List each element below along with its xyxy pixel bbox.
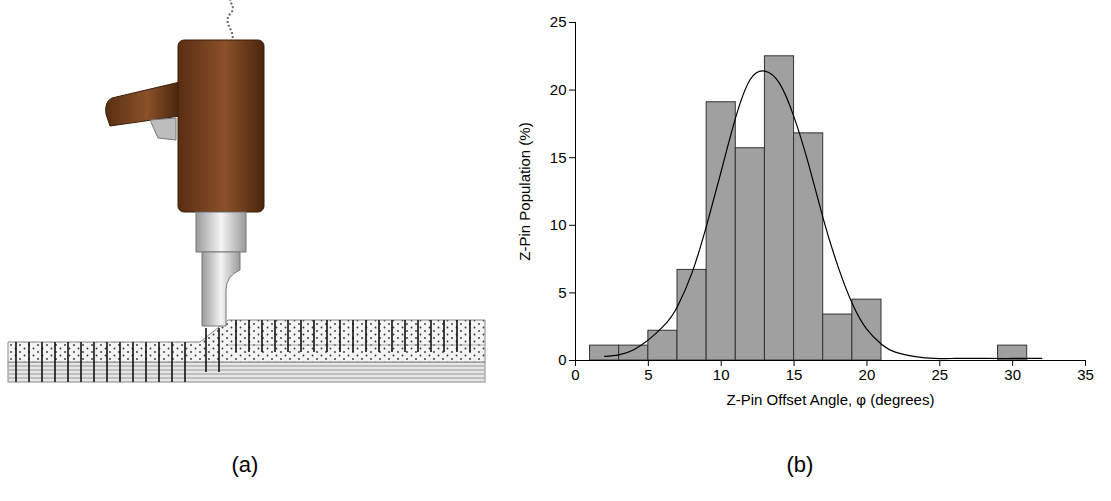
svg-text:5: 5 bbox=[644, 366, 652, 383]
svg-text:25: 25 bbox=[931, 366, 948, 383]
svg-text:0: 0 bbox=[571, 366, 579, 383]
svg-text:Z-Pin Offset Angle, φ (degrees: Z-Pin Offset Angle, φ (degrees) bbox=[727, 391, 935, 408]
svg-text:0: 0 bbox=[558, 351, 566, 368]
html-text:(b): (b) bbox=[786, 452, 814, 477]
svg-text:10: 10 bbox=[713, 366, 730, 383]
svg-text:15: 15 bbox=[550, 149, 567, 166]
svg-text:5: 5 bbox=[558, 284, 566, 301]
html-text:(a): (a) bbox=[231, 452, 259, 477]
svg-text:25: 25 bbox=[550, 13, 567, 30]
svg-text:10: 10 bbox=[550, 216, 567, 233]
svg-text:35: 35 bbox=[1077, 366, 1094, 383]
svg-text:30: 30 bbox=[1004, 366, 1021, 383]
svg-text:20: 20 bbox=[859, 366, 876, 383]
svg-text:Z-Pin Population (%): Z-Pin Population (%) bbox=[516, 122, 533, 260]
svg-text:20: 20 bbox=[550, 81, 567, 98]
svg-text:15: 15 bbox=[786, 366, 803, 383]
